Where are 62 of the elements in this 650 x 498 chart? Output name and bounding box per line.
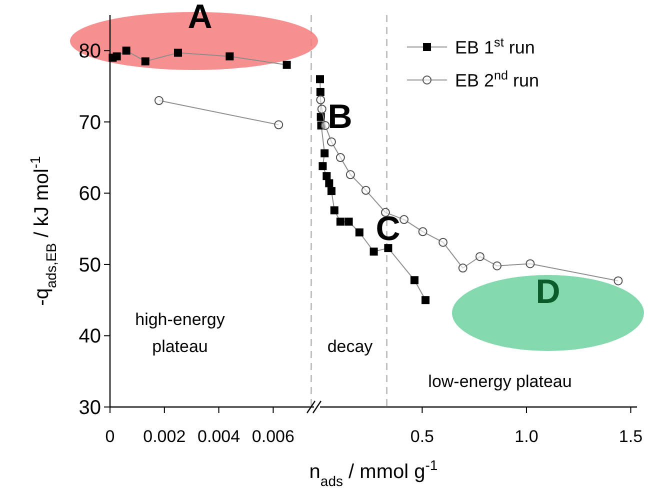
y-tick-label: 40: [78, 326, 101, 348]
point: [226, 52, 234, 60]
x-axis-title: n$_{ads}$ / mmol g$^{-1}$: [309, 457, 438, 489]
point: [346, 170, 355, 180]
x-tick-label: 0.004: [198, 427, 240, 446]
point: [526, 259, 535, 268]
point: [361, 186, 370, 195]
point: [316, 95, 326, 104]
point: [422, 296, 430, 304]
annotation: B: [328, 98, 352, 136]
annotation: decay: [327, 337, 374, 356]
point: [344, 218, 353, 226]
point: [282, 60, 291, 69]
legend-label: EB 1$^{st}$ run: [455, 35, 535, 58]
y-tick-label: 50: [78, 254, 101, 276]
point: [316, 88, 324, 96]
point: [614, 276, 623, 286]
y-tick-label: 30: [78, 397, 101, 419]
point: [122, 46, 130, 55]
y-tick-label: 60: [78, 183, 101, 206]
point: [316, 75, 324, 84]
legend-label: EB 2$^{nd}$ run: [455, 68, 540, 90]
annotation: A: [188, 0, 212, 36]
point: [438, 238, 448, 247]
point: [330, 206, 338, 214]
point: [317, 104, 326, 114]
x-tick-label: 0: [105, 427, 115, 446]
point: [326, 137, 336, 146]
annotation: C: [376, 210, 400, 248]
annotation: D: [536, 273, 560, 311]
point: [492, 261, 502, 270]
point: [141, 57, 150, 66]
point: [274, 120, 284, 130]
point: [384, 244, 392, 252]
point: [320, 149, 329, 158]
y-tick-label: 80: [78, 40, 101, 63]
point: [370, 248, 378, 256]
y-tick-label: 70: [78, 112, 101, 134]
point: [458, 264, 468, 273]
x-tick-label: 0.002: [143, 427, 186, 446]
point: [322, 172, 331, 180]
point: [174, 48, 182, 57]
point: [325, 179, 334, 188]
point: [317, 121, 326, 130]
point: [410, 276, 418, 284]
point: [355, 228, 364, 236]
point: [318, 162, 327, 170]
annotation: low-energy plateau: [428, 372, 572, 391]
x-tick-label: 1.5: [618, 427, 643, 446]
x-tick-label: 0.006: [252, 427, 294, 446]
point: [336, 153, 345, 162]
point: [400, 215, 409, 224]
x-tick-label: 0.5: [410, 427, 434, 446]
point: [418, 227, 428, 236]
x-tick-label: 1.0: [514, 427, 538, 446]
point: [336, 218, 344, 226]
point: [475, 252, 484, 262]
point: [320, 120, 330, 130]
annotation: high-energy plateau: [135, 310, 226, 356]
point: [112, 52, 121, 60]
point: [327, 187, 336, 196]
point: [154, 96, 164, 106]
